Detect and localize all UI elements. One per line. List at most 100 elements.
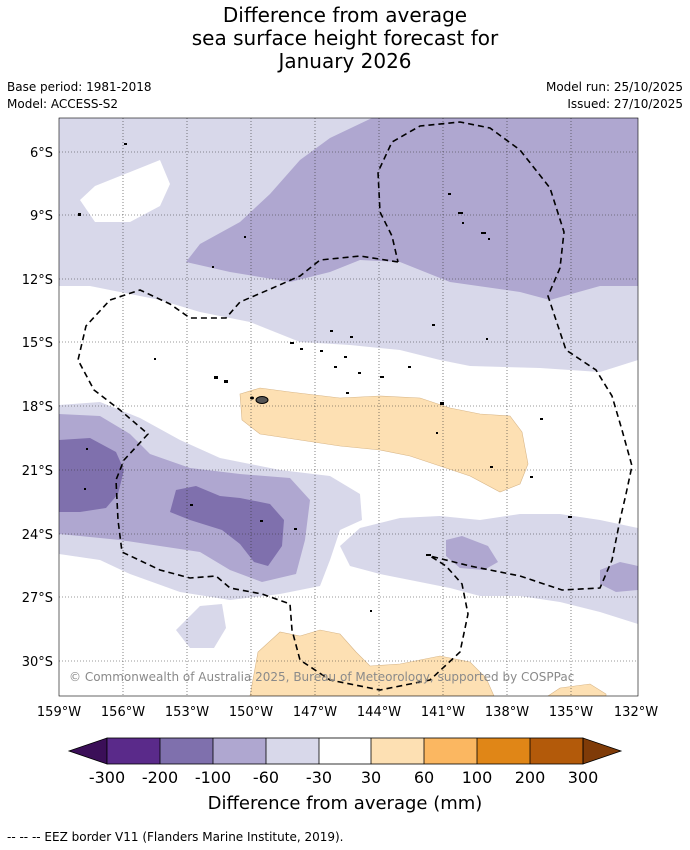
island-nukuhiva xyxy=(458,212,463,214)
colorbar-label-300: 300 xyxy=(568,768,599,787)
atoll-2 xyxy=(350,336,353,338)
anomaly-region-light-sw-small xyxy=(176,604,226,648)
anomaly-region-medium-north xyxy=(186,118,638,300)
island-north-2 xyxy=(244,236,246,238)
atoll-16 xyxy=(436,432,438,434)
island-cook-2 xyxy=(84,488,86,490)
lat-label-24s: 24°S xyxy=(22,528,53,543)
title-line-1: Difference from average xyxy=(222,3,468,27)
atoll-4 xyxy=(300,348,303,350)
colorbar-label-n30: -30 xyxy=(306,768,332,787)
anomaly-region-medium-south-2 xyxy=(600,562,638,592)
lat-label-18s: 18°S xyxy=(22,400,53,415)
colorbar-extend-low xyxy=(67,737,108,765)
lon-label-141w: 141°W xyxy=(421,705,465,720)
lat-label-27s: 27°S xyxy=(22,591,53,606)
atoll-6 xyxy=(344,356,347,358)
colorbar-segment-8 xyxy=(477,738,530,764)
atoll-13 xyxy=(154,358,156,360)
colorbar-label-n100: -100 xyxy=(195,768,231,787)
lon-label-147w: 147°W xyxy=(293,705,337,720)
island-rapa xyxy=(370,610,372,612)
lon-label-153w: 153°W xyxy=(165,705,209,720)
atoll-10 xyxy=(408,366,411,368)
atoll-8 xyxy=(358,372,361,374)
anomaly-region-dark-west xyxy=(59,438,124,512)
gridlines xyxy=(59,118,638,696)
anomaly-region-medium-south-1 xyxy=(446,536,498,570)
colorbar-segment-7 xyxy=(424,738,477,764)
lat-label-6s: 6°S xyxy=(30,146,53,161)
colorbar-segment-4 xyxy=(266,738,319,764)
colorbar-segment-6 xyxy=(371,738,424,764)
lon-label-150w: 150°W xyxy=(229,705,273,720)
issued-date: Issued: 27/10/2025 xyxy=(567,97,683,111)
anomaly-region-positive-south xyxy=(249,629,495,696)
lat-label-21s: 21°S xyxy=(22,464,53,479)
model-run: Model run: 25/10/2025 xyxy=(545,80,683,94)
latitude-labels: 6°S 9°S 12°S 15°S 18°S 21°S 24°S 27°S 30… xyxy=(22,146,53,670)
atoll-15 xyxy=(346,392,349,394)
colorbar: -300 -200 -100 -60 -30 30 60 100 200 300… xyxy=(67,737,623,814)
atoll-18 xyxy=(530,476,533,478)
island-bellingshausen xyxy=(214,376,218,379)
lon-label-138w: 138°W xyxy=(485,705,529,720)
map-panel: © Commonwealth of Australia 2025, Bureau… xyxy=(59,118,638,696)
atoll-9 xyxy=(380,376,384,378)
base-period: Base period: 1981-2018 xyxy=(7,80,152,94)
islands xyxy=(78,143,572,612)
colorbar-dividers xyxy=(159,738,531,764)
map-frame xyxy=(58,117,639,697)
colorbar-outline xyxy=(106,737,584,765)
lon-label-135w: 135°W xyxy=(549,705,593,720)
island-gambier xyxy=(426,554,431,556)
eez-border-marquesas xyxy=(77,121,633,691)
island-austral-3 xyxy=(294,528,297,530)
island-uahuka xyxy=(462,222,464,224)
island-austral-1 xyxy=(190,504,193,506)
atoll-14 xyxy=(440,402,444,405)
meta-left: Base period: 1981-2018 Model: ACCESS-S2 xyxy=(7,79,152,113)
colorbar-segment-3 xyxy=(213,738,266,764)
anomaly-region-light-south xyxy=(340,514,638,624)
island-north-3 xyxy=(212,266,214,268)
atoll-12 xyxy=(486,338,488,340)
lon-label-159w: 159°W xyxy=(37,705,81,720)
island-fatuhiva xyxy=(488,238,490,240)
lat-label-12s: 12°S xyxy=(22,273,53,288)
anomaly-region-positive-se xyxy=(547,683,607,696)
island-raiatea xyxy=(224,380,228,383)
lat-label-30s: 30°S xyxy=(22,655,53,670)
atoll-5 xyxy=(320,350,323,352)
island-tahiti xyxy=(255,396,269,404)
island-eiao xyxy=(448,193,451,195)
atoll-11 xyxy=(432,324,435,326)
neutral-region-nw xyxy=(80,160,170,222)
meta-right: Model run: 25/10/2025 Issued: 27/10/2025 xyxy=(546,79,683,113)
colorbar-label-n300: -300 xyxy=(89,768,125,787)
colorbar-segment-1 xyxy=(107,738,160,764)
colorbar-segment-5 xyxy=(319,738,371,764)
lat-label-9s: 9°S xyxy=(30,209,53,224)
lon-label-156w: 156°W xyxy=(101,705,145,720)
longitude-labels: 159°W 156°W 153°W 150°W 147°W 144°W 141°… xyxy=(37,705,658,720)
island-northwest xyxy=(78,213,81,216)
lat-label-15s: 15°S xyxy=(22,336,53,351)
colorbar-label-60: 60 xyxy=(414,768,434,787)
atoll-3 xyxy=(290,342,294,344)
island-cook-1 xyxy=(86,448,88,450)
colorbar-extend-high xyxy=(582,737,623,765)
colorbar-label-n200: -200 xyxy=(142,768,178,787)
atoll-7 xyxy=(334,366,337,368)
atoll-17 xyxy=(490,466,493,468)
island-austral-2 xyxy=(260,520,263,522)
model-name: Model: ACCESS-S2 xyxy=(7,97,119,111)
eez-borders xyxy=(77,121,633,691)
copyright-text: © Commonwealth of Australia 2025, Bureau… xyxy=(69,670,574,684)
atoll-1 xyxy=(330,330,333,332)
island-pitcairn xyxy=(568,516,572,518)
colorbar-title: Difference from average (mm) xyxy=(208,793,483,814)
lon-label-144w: 144°W xyxy=(357,705,401,720)
colorbar-label-100: 100 xyxy=(462,768,493,787)
